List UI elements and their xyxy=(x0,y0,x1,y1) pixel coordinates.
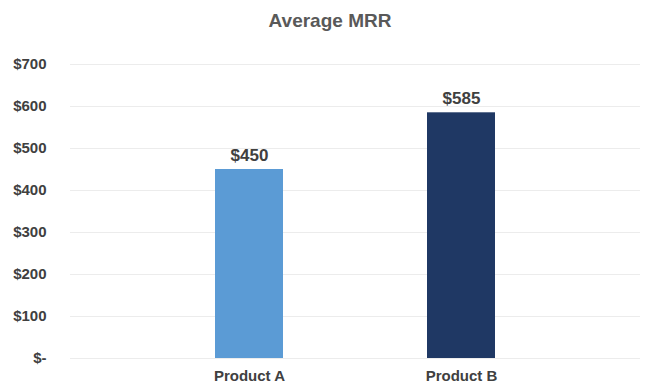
svg-text:$600: $600 xyxy=(13,97,46,114)
svg-text:Product B: Product B xyxy=(426,367,498,384)
svg-text:$-: $- xyxy=(33,349,46,366)
svg-text:Product A: Product A xyxy=(214,367,285,384)
svg-text:$585: $585 xyxy=(443,89,481,108)
html-text:Average MRR: Average MRR xyxy=(268,10,392,31)
svg-text:$300: $300 xyxy=(13,223,46,240)
svg-text:$450: $450 xyxy=(231,146,269,165)
svg-text:$700: $700 xyxy=(13,55,46,72)
svg-text:$500: $500 xyxy=(13,139,46,156)
svg-text:$200: $200 xyxy=(13,265,46,282)
svg-text:$400: $400 xyxy=(13,181,46,198)
svg-text:$100: $100 xyxy=(13,307,46,324)
